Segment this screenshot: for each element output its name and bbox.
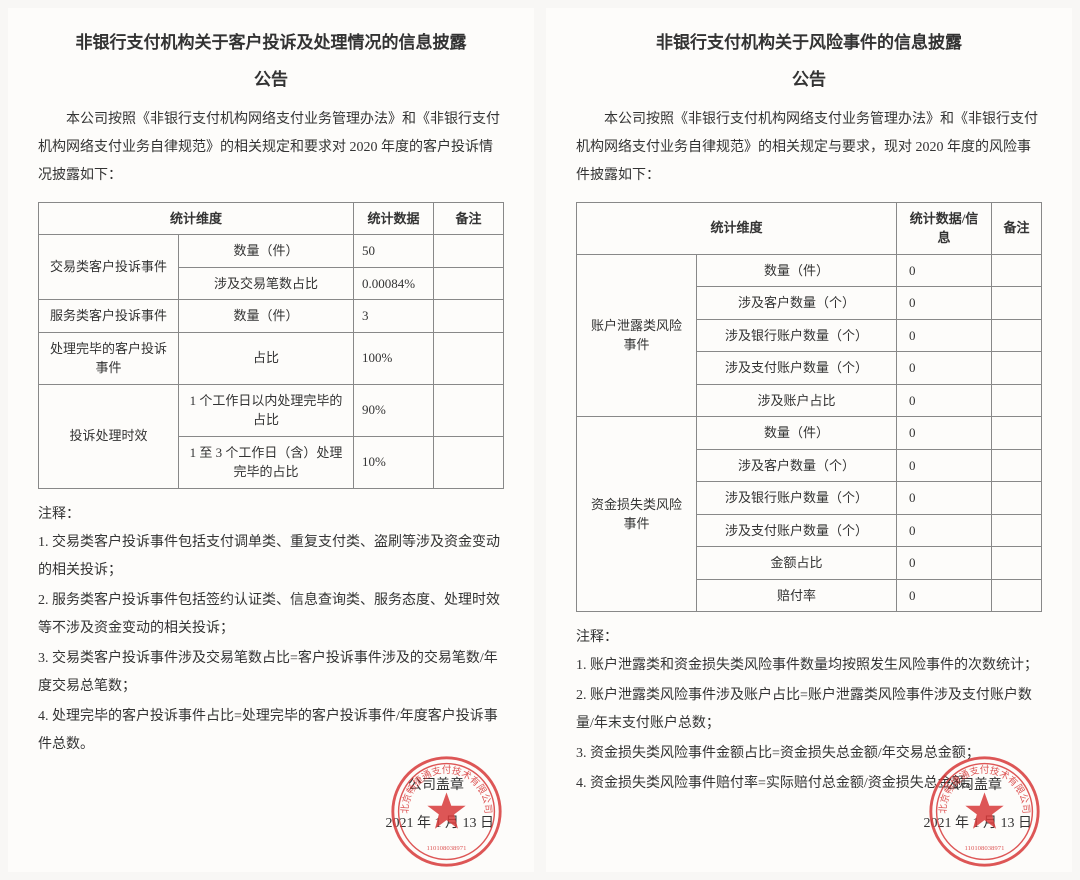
remark-cell: [434, 384, 504, 436]
left-notes-header: 注释：: [38, 503, 504, 523]
remark-cell: [434, 235, 504, 268]
value-cell: 0: [897, 319, 992, 352]
header-dim: 统计维度: [39, 202, 354, 235]
metric-cell: 涉及账户占比: [697, 384, 897, 417]
right-intro: 本公司按照《非银行支付机构网络支付业务管理办法》和《非银行支付机构网络支付业务自…: [576, 106, 1042, 190]
cat-cell: 服务类客户投诉事件: [39, 300, 179, 333]
cat-cell: 投诉处理时效: [39, 384, 179, 488]
header-dim: 统计维度: [577, 202, 897, 254]
cat-cell: 交易类客户投诉事件: [39, 235, 179, 300]
cat-cell: 资金损失类风险事件: [577, 417, 697, 612]
metric-cell: 涉及支付账户数量（个）: [697, 514, 897, 547]
value-cell: 0: [897, 287, 992, 320]
value-cell: 90%: [354, 384, 434, 436]
remark-cell: [992, 547, 1042, 580]
left-intro: 本公司按照《非银行支付机构网络支付业务管理办法》和《非银行支付机构网络支付业务自…: [38, 106, 504, 190]
header-data: 统计数据: [354, 202, 434, 235]
metric-cell: 涉及客户数量（个）: [697, 287, 897, 320]
table-header-row: 统计维度 统计数据/信息 备注: [577, 202, 1042, 254]
remark-cell: [992, 514, 1042, 547]
header-remark: 备注: [434, 202, 504, 235]
left-document: 非银行支付机构关于客户投诉及处理情况的信息披露 公告 本公司按照《非银行支付机构…: [8, 8, 534, 872]
remark-cell: [992, 352, 1042, 385]
value-cell: 0: [897, 417, 992, 450]
value-cell: 3: [354, 300, 434, 333]
value-cell: 0: [897, 579, 992, 612]
remark-cell: [434, 300, 504, 333]
left-title: 非银行支付机构关于客户投诉及处理情况的信息披露: [38, 28, 504, 59]
note-item: 3. 交易类客户投诉事件涉及交易笔数占比=客户投诉事件涉及的交易笔数/年度交易总…: [38, 645, 504, 701]
header-remark: 备注: [992, 202, 1042, 254]
cat-cell: 账户泄露类风险事件: [577, 254, 697, 417]
right-stamp-area: 北京畅捷通支付技术有限公司 110108038971 公司盖章 2021 年 1…: [852, 774, 1032, 832]
metric-cell: 涉及客户数量（个）: [697, 449, 897, 482]
right-subtitle: 公告: [576, 65, 1042, 90]
table-row: 投诉处理时效 1 个工作日以内处理完毕的占比 90%: [39, 384, 504, 436]
metric-cell: 涉及交易笔数占比: [179, 267, 354, 300]
table-row: 资金损失类风险事件 数量（件） 0: [577, 417, 1042, 450]
note-item: 1. 账户泄露类和资金损失类风险事件数量均按照发生风险事件的次数统计；: [576, 652, 1042, 680]
value-cell: 10%: [354, 436, 434, 488]
left-subtitle: 公告: [38, 65, 504, 90]
table-row: 服务类客户投诉事件 数量（件） 3: [39, 300, 504, 333]
value-cell: 0: [897, 514, 992, 547]
company-seal-icon: 北京畅捷通支付技术有限公司 110108038971: [927, 754, 1042, 869]
table-row: 交易类客户投诉事件 数量（件） 50: [39, 235, 504, 268]
value-cell: 0: [897, 254, 992, 287]
metric-cell: 涉及银行账户数量（个）: [697, 482, 897, 515]
note-item: 1. 交易类客户投诉事件包括支付调单类、重复支付类、盗刷等涉及资金变动的相关投诉…: [38, 529, 504, 585]
table-row: 账户泄露类风险事件 数量（件） 0: [577, 254, 1042, 287]
remark-cell: [992, 319, 1042, 352]
metric-cell: 赔付率: [697, 579, 897, 612]
value-cell: 0: [897, 449, 992, 482]
metric-cell: 1 至 3 个工作日（含）处理完毕的占比: [179, 436, 354, 488]
metric-cell: 数量（件）: [697, 254, 897, 287]
table-row: 处理完毕的客户投诉事件 占比 100%: [39, 332, 504, 384]
right-title: 非银行支付机构关于风险事件的信息披露: [576, 28, 1042, 59]
note-item: 2. 账户泄露类风险事件涉及账户占比=账户泄露类风险事件涉及支付账户数量/年末支…: [576, 682, 1042, 738]
remark-cell: [992, 384, 1042, 417]
value-cell: 0: [897, 547, 992, 580]
metric-cell: 占比: [179, 332, 354, 384]
remark-cell: [992, 449, 1042, 482]
metric-cell: 金额占比: [697, 547, 897, 580]
left-stamp-area: 北京畅捷通支付技术有限公司 110108038971 公司盖章 2021 年 1…: [314, 774, 494, 832]
remark-cell: [992, 482, 1042, 515]
table-header-row: 统计维度 统计数据 备注: [39, 202, 504, 235]
cat-cell: 处理完毕的客户投诉事件: [39, 332, 179, 384]
value-cell: 50: [354, 235, 434, 268]
metric-cell: 数量（件）: [697, 417, 897, 450]
metric-cell: 涉及银行账户数量（个）: [697, 319, 897, 352]
value-cell: 0: [897, 482, 992, 515]
remark-cell: [434, 267, 504, 300]
company-seal-icon: 北京畅捷通支付技术有限公司 110108038971: [389, 754, 504, 869]
remark-cell: [992, 254, 1042, 287]
value-cell: 0: [897, 384, 992, 417]
left-table: 统计维度 统计数据 备注 交易类客户投诉事件 数量（件） 50 涉及交易笔数占比…: [38, 202, 504, 489]
metric-cell: 1 个工作日以内处理完毕的占比: [179, 384, 354, 436]
value-cell: 0.00084%: [354, 267, 434, 300]
header-data: 统计数据/信息: [897, 202, 992, 254]
note-item: 2. 服务类客户投诉事件包括签约认证类、信息查询类、服务态度、处理时效等不涉及资…: [38, 587, 504, 643]
remark-cell: [992, 417, 1042, 450]
remark-cell: [992, 579, 1042, 612]
right-table: 统计维度 统计数据/信息 备注 账户泄露类风险事件 数量（件） 0 涉及客户数量…: [576, 202, 1042, 613]
value-cell: 0: [897, 352, 992, 385]
svg-text:110108038971: 110108038971: [427, 845, 467, 852]
remark-cell: [992, 287, 1042, 320]
note-item: 4. 处理完毕的客户投诉事件占比=处理完毕的客户投诉事件/年度客户投诉事件总数。: [38, 703, 504, 759]
remark-cell: [434, 436, 504, 488]
value-cell: 100%: [354, 332, 434, 384]
svg-text:110108038971: 110108038971: [965, 845, 1005, 852]
right-document: 非银行支付机构关于风险事件的信息披露 公告 本公司按照《非银行支付机构网络支付业…: [546, 8, 1072, 872]
metric-cell: 数量（件）: [179, 235, 354, 268]
metric-cell: 涉及支付账户数量（个）: [697, 352, 897, 385]
metric-cell: 数量（件）: [179, 300, 354, 333]
right-notes-header: 注释：: [576, 626, 1042, 646]
remark-cell: [434, 332, 504, 384]
